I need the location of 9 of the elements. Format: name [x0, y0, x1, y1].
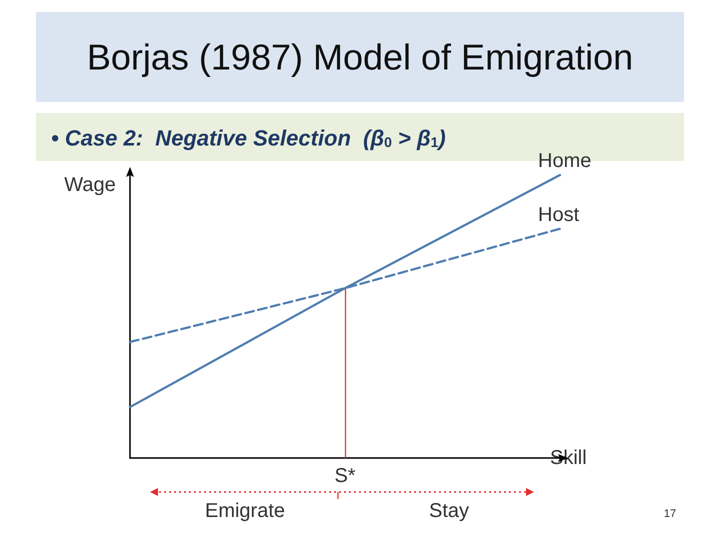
text: S*: [334, 465, 356, 487]
series-label: Host: [538, 204, 580, 226]
text: 17: [664, 508, 676, 520]
chart-title: Borjas (1987) Model of Emigration: [86, 36, 634, 78]
text: Emigrate: [204, 500, 286, 522]
series-label: Home: [538, 150, 592, 172]
text: Stay: [428, 500, 470, 522]
chart-subtitle: • Case 2: Negative Selection (β0 > β1): [51, 126, 446, 150]
y-axis-title: Wage: [64, 174, 116, 196]
